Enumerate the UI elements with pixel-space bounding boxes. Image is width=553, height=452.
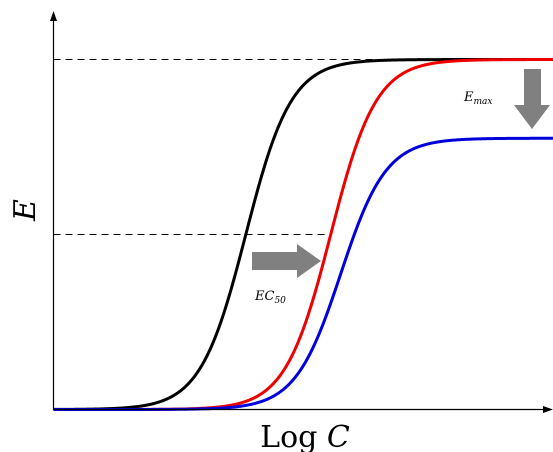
- x-axis-title-variable: C: [327, 420, 350, 452]
- ec50-label-subscript: 50: [274, 296, 286, 306]
- curve-blue: [53, 136, 553, 411]
- ec50-annotation: EC50: [252, 244, 321, 306]
- x-axis-arrowhead: [543, 406, 553, 413]
- emax-label: Emax: [463, 90, 492, 107]
- y-axis-arrowhead: [50, 11, 57, 21]
- x-axis-title: Log C: [260, 420, 350, 452]
- emax-label-base: E: [463, 90, 474, 105]
- emax-arrow: [514, 69, 550, 129]
- ec50-arrow: [252, 244, 321, 278]
- plot-area: [53, 58, 553, 411]
- emax-label-subscript: max: [474, 97, 493, 107]
- ec50-label-base: EC: [254, 289, 274, 304]
- emax-annotation: Emax: [463, 69, 550, 129]
- x-axis-title-prefix: Log: [260, 420, 317, 452]
- ec50-label: EC50: [254, 289, 286, 306]
- y-axis-title: E: [8, 199, 43, 222]
